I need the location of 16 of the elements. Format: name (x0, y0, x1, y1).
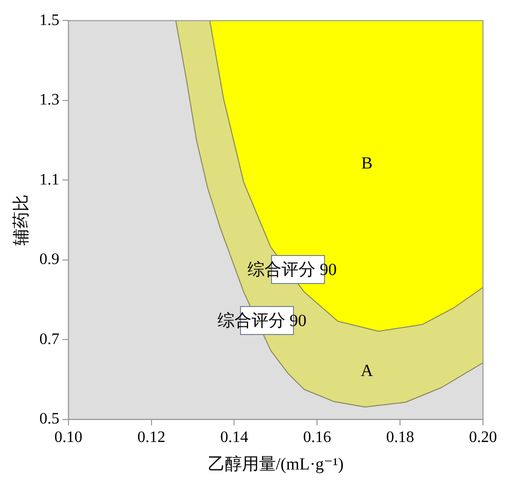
x-tick-label: 0.12 (137, 429, 166, 446)
x-tick-label: 0.16 (303, 429, 332, 446)
y-tick-label: 1.5 (39, 12, 60, 29)
y-axis-title: 辅药比 (12, 194, 31, 246)
annotation: B (361, 154, 373, 173)
x-tick-label: 0.18 (386, 429, 414, 446)
x-axis-title: 乙醇用量/(mL·g⁻¹) (208, 454, 344, 474)
x-tick-label: 0.14 (220, 429, 248, 446)
x-tick-label: 0.10 (54, 429, 82, 446)
y-tick-label: 0.9 (39, 251, 60, 268)
annotation: A (360, 361, 374, 380)
y-tick-label: 1.3 (39, 92, 60, 109)
y-tick-label: 0.7 (39, 330, 60, 348)
y-tick-label: 0.5 (39, 410, 60, 428)
x-tick-label: 0.20 (469, 429, 497, 446)
y-tick-label: 1.1 (39, 171, 60, 188)
